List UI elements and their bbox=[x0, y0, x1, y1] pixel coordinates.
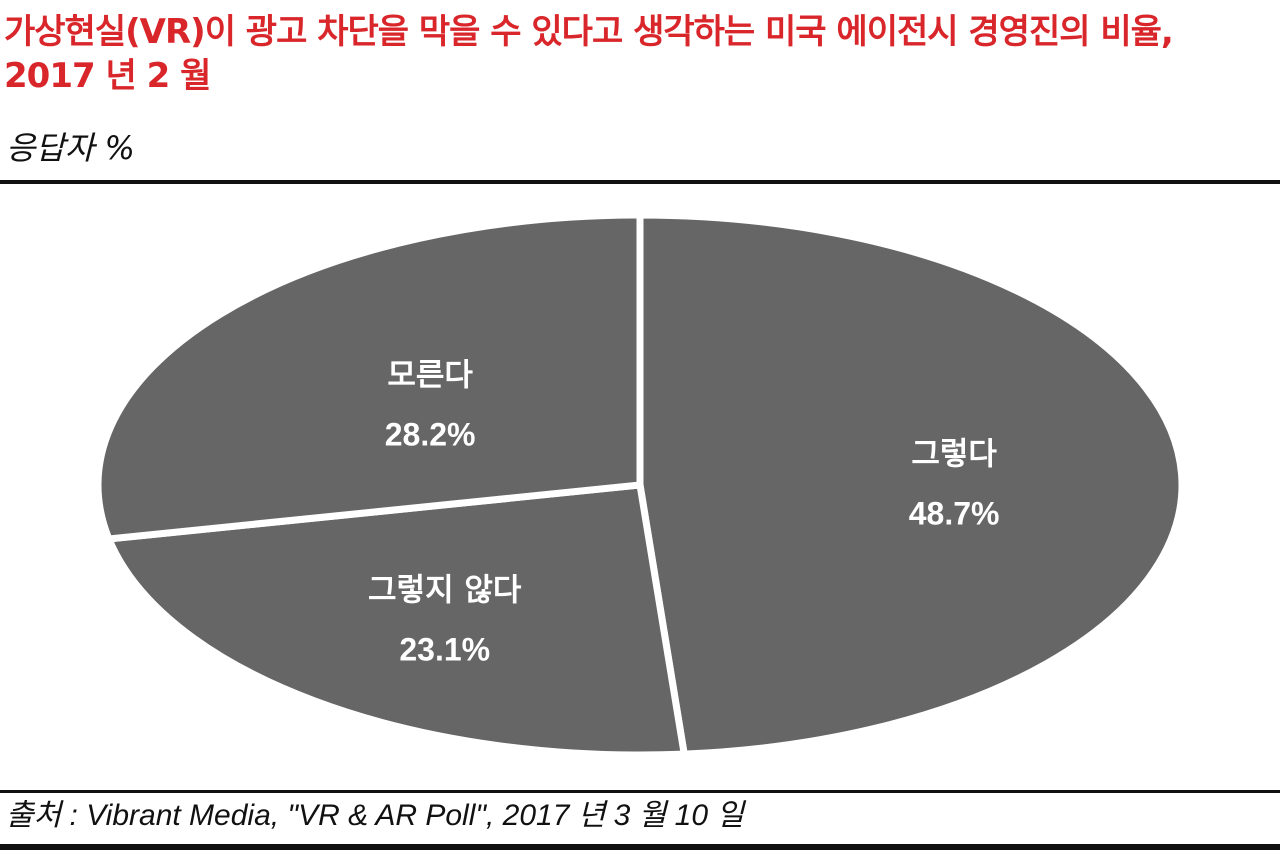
chart-subtitle: 응답자 % bbox=[6, 129, 135, 167]
pie-chart: 그렇다 48.7% 그렇지 않다 23.1% 모른다 28.2% bbox=[94, 211, 1186, 759]
source-note: 출처 : Vibrant Media, "VR & AR Poll", 2017… bbox=[6, 799, 744, 832]
slice-value-label: 23.1% bbox=[399, 632, 490, 668]
pie-slice bbox=[94, 211, 644, 543]
slice-value-label: 28.2% bbox=[385, 417, 476, 453]
slice-value-label: 48.7% bbox=[909, 496, 1000, 532]
slice-label: 그렇다 bbox=[911, 437, 997, 473]
top-rule bbox=[0, 180, 1280, 184]
pie-slice bbox=[105, 481, 688, 759]
bottom-rule bbox=[0, 844, 1280, 850]
slice-label: 모른다 bbox=[387, 358, 473, 394]
footer-rule bbox=[0, 790, 1280, 793]
slice-label: 그렇지 않다 bbox=[368, 573, 522, 609]
pie-slice bbox=[636, 211, 1186, 758]
chart-title: 가상현실(VR)이 광고 차단을 막을 수 있다고 생각하는 미국 에이전시 경… bbox=[4, 12, 1174, 96]
